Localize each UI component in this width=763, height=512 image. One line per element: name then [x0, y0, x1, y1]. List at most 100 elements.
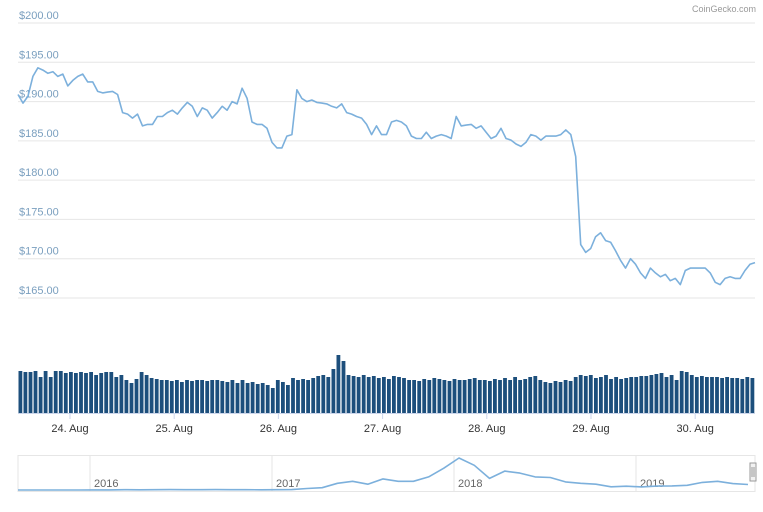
volume-bar	[599, 377, 603, 413]
volume-bar	[331, 369, 336, 413]
volume-bar	[74, 373, 78, 413]
volume-bar	[720, 378, 724, 413]
volume-bar	[215, 380, 220, 413]
volume-bar	[275, 380, 280, 413]
volume-bar	[467, 379, 472, 413]
navigator-line	[18, 457, 749, 491]
volume-bar	[523, 379, 528, 413]
volume-bar	[235, 383, 240, 413]
navigator-handle[interactable]	[749, 462, 757, 482]
volume-bar	[159, 380, 164, 413]
y-tick-label: $180.00	[19, 167, 59, 179]
volume-bar	[58, 371, 63, 413]
volume-bar	[129, 383, 134, 413]
volume-bar	[710, 377, 714, 413]
volume-bar	[356, 377, 361, 413]
volume-bar	[230, 380, 235, 413]
volume-bar	[291, 378, 295, 413]
x-tick-label: 26. Aug	[260, 423, 297, 435]
volume-bar	[518, 380, 522, 413]
volume-bar	[104, 372, 109, 413]
volume-bar	[270, 388, 275, 413]
volume-bar	[629, 377, 634, 413]
volume-bar	[649, 375, 654, 413]
volume-bar	[513, 377, 517, 413]
volume-bar	[382, 377, 386, 413]
volume-bar	[503, 378, 507, 413]
volume-bar	[583, 376, 588, 413]
volume-bar	[573, 377, 578, 413]
volume-bar	[84, 373, 88, 413]
volume-bar	[533, 376, 538, 413]
volume-bar	[306, 380, 310, 413]
volume-bar	[644, 376, 649, 413]
volume-bar	[689, 375, 694, 413]
volume-bar	[750, 378, 755, 413]
volume-bar	[376, 378, 381, 413]
volume-bar	[149, 378, 154, 413]
volume-bar	[588, 375, 593, 413]
volume-bar	[392, 376, 396, 413]
y-tick-label: $190.00	[19, 89, 59, 101]
volume-bar	[498, 380, 502, 413]
volume-bar	[488, 381, 492, 413]
volume-bar	[462, 380, 467, 413]
volume-bar	[190, 381, 194, 413]
volume-bar	[316, 376, 321, 413]
navigator-label: 2017	[276, 478, 300, 490]
navigator-label: 2018	[458, 478, 482, 490]
volume-bar	[387, 379, 391, 413]
volume-bar	[28, 372, 33, 413]
volume-bar	[422, 379, 427, 413]
y-tick-label: $170.00	[19, 246, 59, 258]
volume-bar	[407, 380, 411, 413]
volume-bar	[109, 372, 114, 413]
navigator-label: 2019	[640, 478, 664, 490]
price-line	[17, 67, 756, 286]
volume-bar	[94, 375, 98, 413]
volume-bar	[457, 380, 462, 413]
volume-bar	[528, 377, 533, 413]
volume-bar	[639, 376, 644, 413]
volume-bar	[169, 381, 174, 413]
volume-bar	[684, 372, 689, 413]
volume-bar	[654, 374, 659, 413]
volume-bar	[326, 377, 331, 413]
volume-bar	[336, 355, 341, 413]
x-tick-label: 24. Aug	[51, 423, 88, 435]
y-tick-label: $165.00	[19, 285, 59, 297]
volume-bar	[397, 377, 401, 413]
volume-bar	[351, 376, 356, 413]
volume-bar	[740, 379, 745, 413]
volume-bar	[119, 375, 124, 413]
x-tick-label: 28. Aug	[468, 423, 505, 435]
volume-bar	[659, 373, 664, 413]
volume-bar	[33, 371, 38, 413]
volume-bar	[508, 380, 512, 413]
volume-bar	[23, 372, 28, 413]
volume-bar	[139, 372, 144, 413]
volume-bar	[89, 372, 93, 413]
volume-bar	[245, 383, 250, 413]
volume-bar	[361, 375, 366, 413]
volume-bar	[482, 380, 487, 413]
watermark: CoinGecko.com	[692, 4, 756, 14]
x-tick-label: 25. Aug	[156, 423, 193, 435]
volume-bar	[321, 375, 326, 413]
volume-bar	[548, 383, 553, 413]
volume-bar	[594, 378, 598, 413]
x-tick-label: 27. Aug	[364, 423, 401, 435]
volume-bar	[265, 385, 270, 413]
volume-bar	[578, 375, 583, 413]
volume-bar	[442, 380, 447, 413]
volume-bar	[477, 380, 482, 413]
volume-bar	[281, 382, 285, 413]
volume-bar	[664, 377, 669, 413]
volume-bar	[472, 378, 477, 413]
volume-bar	[185, 380, 189, 413]
volume-bar	[493, 379, 497, 413]
volume-bar	[700, 376, 704, 413]
volume-bar	[437, 379, 442, 413]
volume-bar	[366, 377, 371, 413]
volume-bar	[220, 381, 225, 413]
